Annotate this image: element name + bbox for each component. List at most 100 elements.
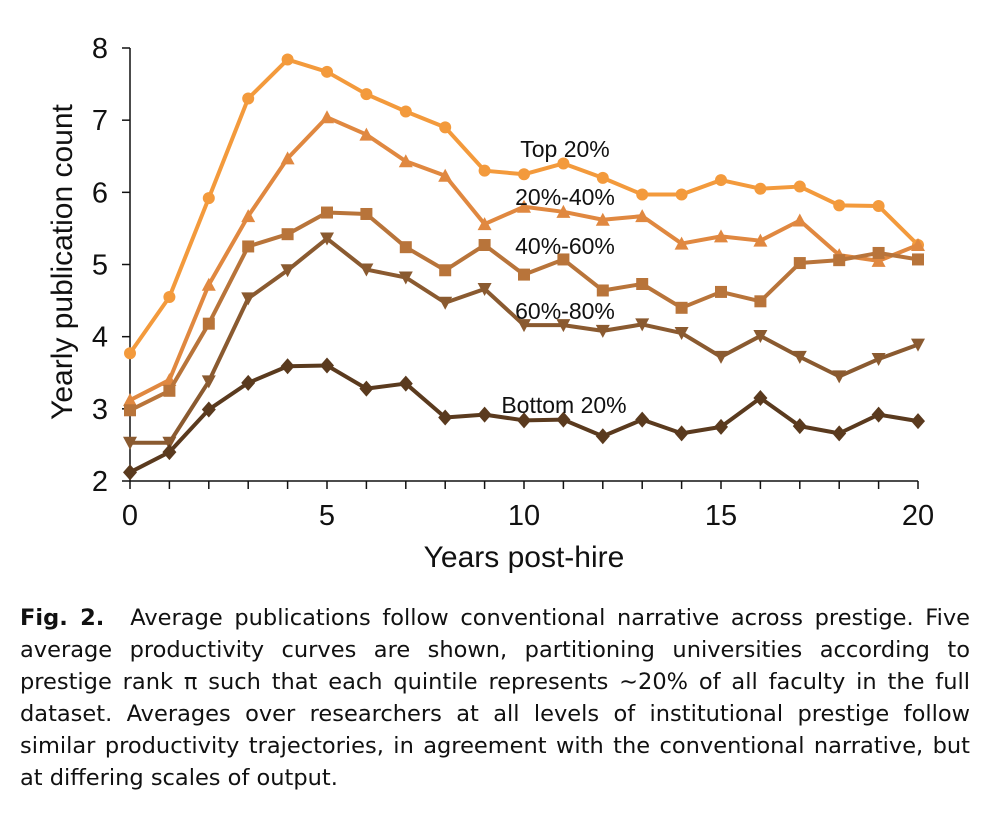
data-point <box>124 404 136 417</box>
data-point <box>360 207 373 220</box>
data-point <box>832 425 847 442</box>
data-point <box>871 406 886 423</box>
x-tick-label: 5 <box>319 500 335 532</box>
data-point <box>399 241 412 254</box>
data-point <box>714 350 728 364</box>
y-tick-label: 7 <box>92 105 108 137</box>
data-point <box>792 350 807 364</box>
data-point <box>911 413 925 430</box>
data-point <box>754 182 767 195</box>
caption-text: Average publications follow conventional… <box>20 605 970 791</box>
data-point <box>871 253 886 267</box>
caption-label: Fig. 2. <box>20 605 105 631</box>
data-point <box>911 238 925 252</box>
data-point <box>438 409 453 426</box>
data-point <box>359 127 374 141</box>
data-point <box>596 171 609 184</box>
data-point <box>280 151 295 165</box>
data-point <box>636 277 649 290</box>
data-point <box>280 358 295 375</box>
data-point <box>714 418 728 435</box>
data-point <box>517 199 531 213</box>
data-point <box>202 317 215 330</box>
data-point <box>241 292 256 306</box>
data-point <box>715 285 727 298</box>
data-point <box>518 268 530 281</box>
data-point <box>557 157 570 170</box>
data-point <box>281 228 294 241</box>
data-point <box>872 200 885 213</box>
data-point <box>201 277 216 291</box>
data-point <box>163 384 176 397</box>
data-point <box>871 353 886 367</box>
x-tick-label: 15 <box>705 500 737 532</box>
data-point <box>241 374 256 391</box>
series-label: Top 20% <box>520 136 610 162</box>
data-point <box>674 236 689 250</box>
y-tick-label: 8 <box>92 33 108 65</box>
series-2 <box>124 206 924 417</box>
data-point <box>163 290 176 303</box>
data-point <box>715 174 727 187</box>
data-point <box>439 264 452 277</box>
figure-caption: Fig. 2. Average publications follow conve… <box>20 602 970 794</box>
x-tick-label: 20 <box>902 500 934 532</box>
data-point <box>753 329 768 343</box>
data-point <box>201 375 216 389</box>
data-point <box>556 411 571 428</box>
data-point <box>398 271 413 285</box>
data-point <box>477 217 492 231</box>
data-point <box>595 324 610 338</box>
series-label: 20%-40% <box>515 184 615 210</box>
data-point <box>675 188 688 201</box>
data-point <box>912 253 924 266</box>
data-point <box>201 401 216 418</box>
y-tick-label: 2 <box>92 466 108 498</box>
y-tick-label: 3 <box>92 394 108 426</box>
chart-figure: 0 5 10 15 20 2 3 4 5 6 7 8 Top 20% 20%-40% 40%-60% 60%… <box>46 33 934 574</box>
data-point <box>241 209 256 223</box>
data-point <box>556 319 571 333</box>
data-point <box>359 380 374 397</box>
series-0 <box>124 53 924 360</box>
data-point <box>123 393 137 407</box>
series-4 <box>123 357 925 481</box>
data-point <box>792 418 807 435</box>
data-point <box>595 212 610 226</box>
data-point <box>360 88 373 101</box>
data-point <box>635 318 650 332</box>
data-point <box>478 164 491 177</box>
data-point <box>320 110 334 124</box>
data-point <box>477 283 492 297</box>
data-point <box>714 229 728 243</box>
data-point <box>793 180 806 193</box>
data-point <box>321 65 333 78</box>
data-point <box>202 192 215 205</box>
data-point <box>124 347 136 360</box>
data-point <box>636 188 649 201</box>
data-point <box>517 319 531 333</box>
data-point <box>911 338 925 352</box>
data-point <box>123 464 137 481</box>
data-point <box>833 199 846 212</box>
data-point <box>792 213 807 227</box>
data-point <box>517 412 531 429</box>
data-point <box>399 105 412 118</box>
data-point <box>674 425 689 442</box>
data-point <box>556 204 571 218</box>
y-tick-label: 4 <box>92 322 108 354</box>
data-point <box>833 254 846 267</box>
series-1 <box>123 110 925 407</box>
data-point <box>635 411 650 428</box>
data-point <box>162 436 177 450</box>
data-point <box>320 357 334 374</box>
data-point <box>281 53 294 66</box>
data-point <box>123 436 137 450</box>
line-chart: 0 5 10 15 20 2 3 4 5 6 7 8 Top 20% 20%-40% 40%-60% 60%… <box>46 33 934 574</box>
y-axis-title: Yearly publication count <box>46 103 79 419</box>
y-tick-label: 6 <box>92 177 108 209</box>
series-3 <box>123 232 925 450</box>
data-point <box>675 301 688 314</box>
series-label: 40%-60% <box>515 233 615 259</box>
data-point <box>321 206 333 219</box>
